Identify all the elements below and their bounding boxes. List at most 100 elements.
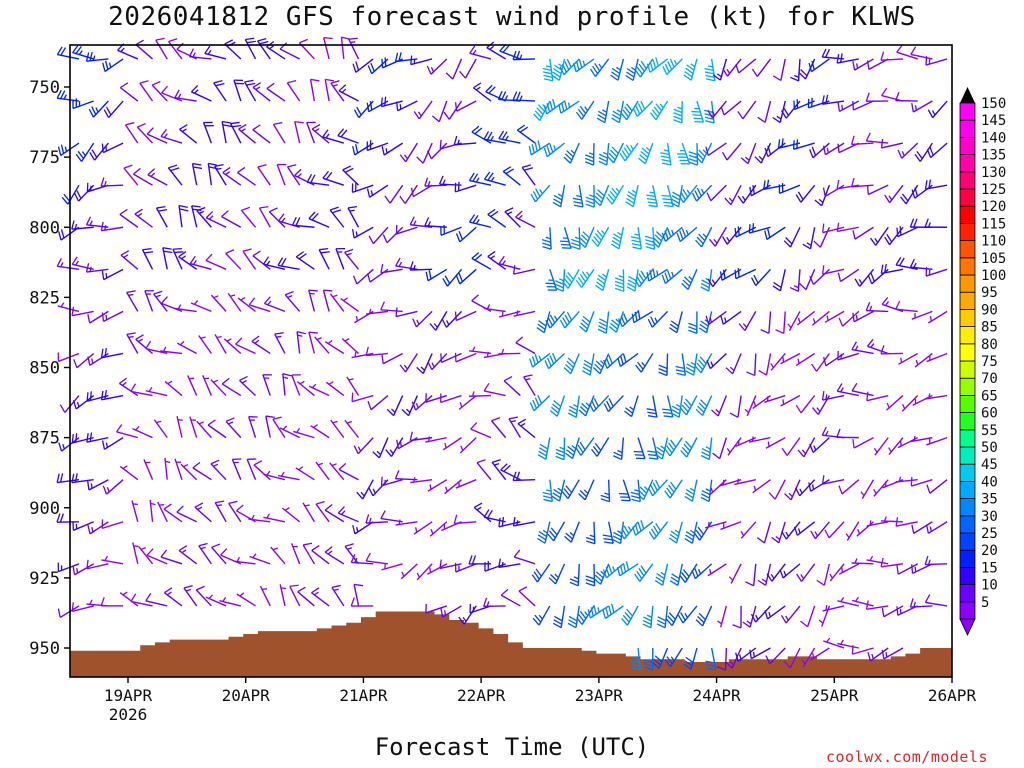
barb-full-feather bbox=[669, 580, 679, 586]
wind-barb bbox=[563, 142, 580, 164]
barb-half-feather bbox=[207, 49, 212, 55]
wind-barb bbox=[700, 269, 713, 292]
barb-full-feather bbox=[838, 485, 843, 495]
barb-full-feather bbox=[637, 361, 644, 370]
barb-full-feather bbox=[352, 145, 356, 156]
wind-barb bbox=[781, 521, 801, 540]
wind-barb bbox=[221, 120, 232, 144]
barb-full-feather bbox=[924, 218, 929, 228]
barb-full-feather bbox=[654, 579, 664, 586]
source-credit[interactable]: coolwx.com/models bbox=[826, 748, 989, 766]
barb-staff bbox=[163, 592, 183, 607]
barb-full-feather bbox=[546, 357, 552, 367]
barb-staff bbox=[306, 122, 316, 144]
barb-full-feather bbox=[156, 205, 166, 209]
barb-half-feather bbox=[60, 262, 64, 268]
wind-barb bbox=[439, 393, 462, 404]
barb-staff bbox=[722, 310, 742, 325]
barb-staff bbox=[356, 268, 374, 285]
barb-half-feather bbox=[475, 219, 480, 225]
barb-full-feather bbox=[252, 82, 262, 88]
barb-staff bbox=[503, 380, 521, 397]
barb-half-feather bbox=[775, 535, 781, 540]
wind-barb bbox=[491, 417, 507, 439]
wind-barb bbox=[880, 557, 904, 568]
barb-half-feather bbox=[751, 436, 754, 442]
barb-full-feather bbox=[163, 250, 173, 254]
barb-full-feather bbox=[666, 487, 673, 496]
colorbar-cell bbox=[959, 549, 976, 568]
barb-full-feather bbox=[411, 401, 417, 411]
barb-full-feather bbox=[259, 40, 269, 45]
barb-full-feather bbox=[471, 555, 477, 565]
barb-staff bbox=[500, 594, 521, 607]
barb-full-feather bbox=[534, 354, 539, 363]
barb-full-feather bbox=[355, 144, 359, 154]
wind-barb bbox=[380, 263, 403, 274]
barb-staff bbox=[780, 58, 786, 81]
barb-half-feather bbox=[841, 104, 844, 110]
wind-barb bbox=[207, 419, 227, 439]
barb-staff bbox=[783, 311, 786, 334]
barb-full-feather bbox=[634, 69, 641, 78]
barb-staff bbox=[246, 459, 257, 480]
wind-barb bbox=[86, 599, 109, 607]
wind-barb bbox=[330, 419, 345, 439]
barb-staff bbox=[910, 53, 933, 60]
barb-full-feather bbox=[662, 198, 672, 201]
barb-full-feather bbox=[398, 52, 402, 62]
barb-full-feather bbox=[595, 284, 604, 292]
wind-barb bbox=[681, 269, 698, 290]
barb-full-feather bbox=[655, 576, 664, 583]
barb-staff bbox=[744, 311, 757, 331]
wind-barb bbox=[139, 80, 154, 102]
barb-full-feather bbox=[729, 412, 739, 418]
barb-full-feather bbox=[612, 110, 621, 117]
barb-half-feather bbox=[62, 444, 65, 450]
barb-full-feather bbox=[332, 209, 342, 214]
barb-full-feather bbox=[60, 90, 66, 99]
barb-full-feather bbox=[598, 321, 608, 327]
wind-barb bbox=[559, 227, 572, 249]
barb-full-feather bbox=[553, 198, 562, 204]
barb-full-feather bbox=[74, 473, 78, 483]
barb-full-feather bbox=[766, 179, 770, 189]
barb-full-feather bbox=[661, 274, 666, 284]
barb-full-feather bbox=[487, 250, 496, 258]
barb-half-feather bbox=[297, 334, 303, 337]
barb-full-feather bbox=[596, 278, 606, 285]
wind-barb bbox=[896, 44, 918, 60]
wind-barb bbox=[927, 100, 948, 119]
barb-half-feather bbox=[724, 317, 727, 323]
barb-staff bbox=[130, 390, 153, 397]
barb-full-feather bbox=[666, 656, 673, 665]
barb-staff bbox=[153, 419, 168, 439]
barb-staff bbox=[183, 587, 198, 607]
wind-barb bbox=[87, 521, 109, 535]
colorbar-label: 150 bbox=[981, 96, 1006, 112]
barb-staff bbox=[198, 545, 212, 565]
barb-full-feather bbox=[653, 237, 661, 245]
barb-full-feather bbox=[569, 578, 579, 583]
barb-full-feather bbox=[488, 86, 496, 94]
barb-half-feather bbox=[755, 614, 759, 620]
wind-barb bbox=[646, 185, 659, 208]
wind-barb bbox=[263, 513, 286, 523]
barb-full-feather bbox=[311, 587, 320, 594]
barb-full-feather bbox=[244, 79, 254, 83]
barb-half-feather bbox=[155, 294, 161, 298]
barb-full-feather bbox=[565, 532, 573, 540]
barb-full-feather bbox=[232, 124, 242, 128]
barb-staff bbox=[515, 342, 536, 355]
barb-full-feather bbox=[75, 46, 82, 54]
colorbar-cell bbox=[959, 515, 976, 534]
barb-half-feather bbox=[213, 463, 219, 467]
barb-full-feather bbox=[100, 390, 104, 400]
barb-full-feather bbox=[650, 484, 656, 494]
barb-full-feather bbox=[320, 251, 330, 254]
barb-full-feather bbox=[593, 199, 601, 207]
wind-barb bbox=[119, 377, 139, 397]
barb-half-feather bbox=[927, 559, 931, 565]
barb-half-feather bbox=[787, 323, 792, 329]
barb-full-feather bbox=[322, 170, 330, 179]
